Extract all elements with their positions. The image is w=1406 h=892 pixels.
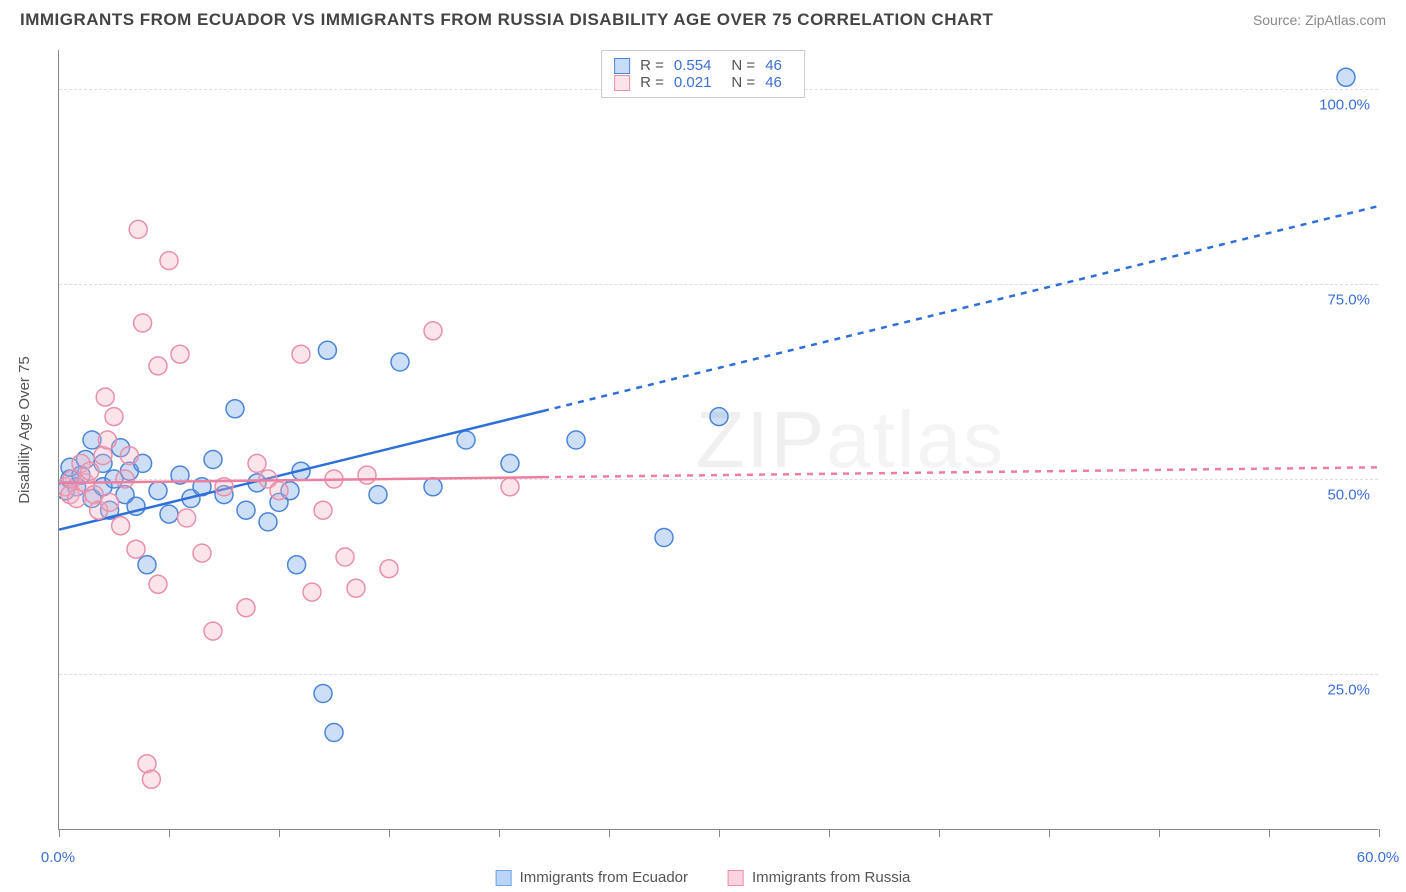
scatter-point — [336, 548, 354, 566]
header: IMMIGRANTS FROM ECUADOR VS IMMIGRANTS FR… — [20, 10, 1386, 30]
legend-bottom: Immigrants from Ecuador Immigrants from R… — [496, 869, 911, 886]
xtick — [1049, 829, 1050, 837]
xtick — [609, 829, 610, 837]
scatter-point — [248, 454, 266, 472]
xtick — [939, 829, 940, 837]
legend-n-value: 46 — [765, 74, 782, 91]
scatter-point — [129, 220, 147, 238]
xtick — [59, 829, 60, 837]
scatter-point — [288, 556, 306, 574]
legend-bottom-label: Immigrants from Russia — [752, 869, 910, 886]
y-axis-label: Disability Age Over 75 — [16, 356, 33, 504]
legend-n-label: N = — [731, 57, 755, 74]
legend-swatch — [496, 870, 512, 886]
scatter-point — [226, 400, 244, 418]
source-label: Source: ZipAtlas.com — [1253, 12, 1386, 28]
scatter-point — [120, 447, 138, 465]
scatter-point — [358, 466, 376, 484]
xtick — [1269, 829, 1270, 837]
xtick — [1159, 829, 1160, 837]
legend-n-label: N = — [731, 74, 755, 91]
scatter-point — [424, 322, 442, 340]
scatter-point — [325, 724, 343, 742]
scatter-point — [347, 579, 365, 597]
scatter-point — [1337, 68, 1355, 86]
scatter-point — [710, 408, 728, 426]
scatter-point — [105, 408, 123, 426]
scatter-point — [501, 478, 519, 496]
scatter-point — [292, 345, 310, 363]
legend-top-row: R = 0.021 N = 46 — [614, 74, 792, 91]
scatter-point — [149, 357, 167, 375]
legend-bottom-label: Immigrants from Ecuador — [520, 869, 688, 886]
scatter-point — [98, 431, 116, 449]
scatter-point — [391, 353, 409, 371]
legend-top: R = 0.554 N = 46 R = 0.021 N = 46 — [601, 50, 805, 98]
xtick — [499, 829, 500, 837]
scatter-point — [314, 685, 332, 703]
scatter-point — [655, 529, 673, 547]
xtick — [389, 829, 390, 837]
scatter-point — [204, 622, 222, 640]
regression-line-dashed — [543, 206, 1379, 411]
legend-r-value: 0.021 — [674, 74, 712, 91]
scatter-point — [237, 599, 255, 617]
scatter-point — [303, 583, 321, 601]
scatter-point — [138, 556, 156, 574]
scatter-point — [81, 462, 99, 480]
legend-swatch — [728, 870, 744, 886]
xtick — [829, 829, 830, 837]
scatter-point — [101, 493, 119, 511]
scatter-point — [96, 388, 114, 406]
scatter-point — [149, 482, 167, 500]
scatter-point — [204, 451, 222, 469]
legend-r-label: R = — [640, 57, 664, 74]
xtick-label: 60.0% — [1357, 849, 1400, 866]
chart-container: ZIPatlas 25.0%50.0%75.0%100.0% — [58, 50, 1378, 830]
plot-svg — [59, 50, 1379, 830]
scatter-point — [116, 470, 134, 488]
scatter-point — [149, 575, 167, 593]
scatter-point — [318, 341, 336, 359]
scatter-point — [237, 501, 255, 519]
xtick — [1379, 829, 1380, 837]
xtick-label: 0.0% — [41, 849, 75, 866]
scatter-point — [112, 517, 130, 535]
plot-area: ZIPatlas 25.0%50.0%75.0%100.0% — [58, 50, 1378, 830]
scatter-point — [380, 560, 398, 578]
scatter-point — [457, 431, 475, 449]
xtick — [279, 829, 280, 837]
legend-bottom-item: Immigrants from Ecuador — [496, 869, 688, 886]
legend-swatch — [614, 58, 630, 74]
scatter-point — [270, 482, 288, 500]
legend-top-row: R = 0.554 N = 46 — [614, 57, 792, 74]
legend-swatch — [614, 75, 630, 91]
scatter-point — [424, 478, 442, 496]
scatter-point — [127, 540, 145, 558]
scatter-point — [567, 431, 585, 449]
scatter-point — [178, 509, 196, 527]
xtick — [169, 829, 170, 837]
scatter-point — [193, 544, 211, 562]
legend-n-value: 46 — [765, 57, 782, 74]
chart-title: IMMIGRANTS FROM ECUADOR VS IMMIGRANTS FR… — [20, 10, 993, 30]
scatter-point — [369, 486, 387, 504]
scatter-point — [171, 345, 189, 363]
xtick — [719, 829, 720, 837]
legend-r-value: 0.554 — [674, 57, 712, 74]
legend-bottom-item: Immigrants from Russia — [728, 869, 910, 886]
scatter-point — [142, 770, 160, 788]
scatter-point — [501, 454, 519, 472]
scatter-point — [314, 501, 332, 519]
scatter-point — [259, 513, 277, 531]
scatter-point — [134, 314, 152, 332]
scatter-point — [160, 505, 178, 523]
scatter-point — [160, 252, 178, 270]
legend-r-label: R = — [640, 74, 664, 91]
regression-line-dashed — [543, 467, 1379, 477]
